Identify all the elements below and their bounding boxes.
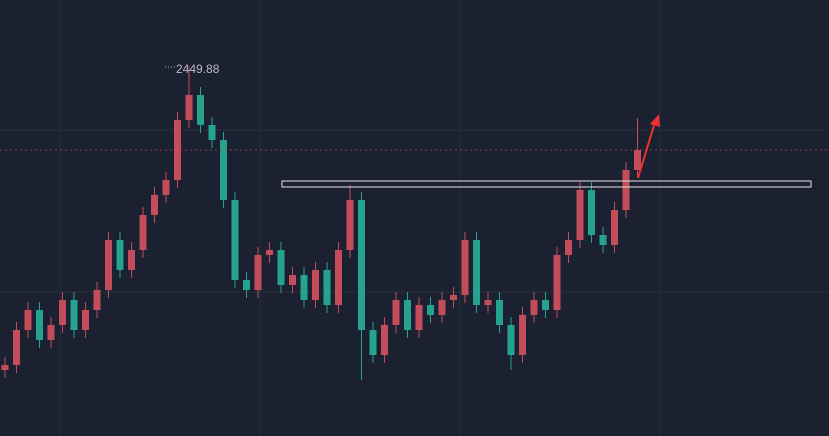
candle-body <box>116 240 124 270</box>
candle-body <box>404 300 411 330</box>
candle-body <box>392 300 400 325</box>
candle-body <box>254 255 262 290</box>
candle-body <box>93 290 101 310</box>
candle-body <box>312 270 319 300</box>
candle-body <box>185 95 193 120</box>
candle-body <box>105 240 112 290</box>
candle-body <box>507 325 515 355</box>
candle-body <box>565 240 572 255</box>
candle-body <box>231 200 239 280</box>
candle-body <box>599 235 607 245</box>
candle-body <box>13 330 20 365</box>
candle-body <box>277 250 285 285</box>
candle-body <box>36 310 43 340</box>
candles <box>0 66 829 380</box>
candle-body <box>634 150 641 170</box>
candle-body <box>266 250 273 255</box>
candle-body <box>438 300 446 315</box>
candle-body <box>484 300 492 305</box>
candle-body <box>369 330 377 355</box>
candle-body <box>197 95 204 125</box>
candle-body <box>243 280 250 290</box>
candle-body <box>70 300 78 330</box>
candle-body <box>542 300 549 310</box>
arrow <box>637 114 660 179</box>
candle-body <box>47 325 55 340</box>
candle-body <box>553 255 561 310</box>
candle-body <box>323 270 331 305</box>
zone-box <box>281 180 812 188</box>
candle-body <box>24 310 32 330</box>
candle-body <box>576 190 584 240</box>
candle-body <box>208 125 216 140</box>
candle-body <box>139 215 147 250</box>
candle-body <box>450 295 457 300</box>
candle-body <box>519 315 526 355</box>
candle-body <box>151 195 158 215</box>
candle-body <box>162 180 170 195</box>
candle-body <box>1 365 9 370</box>
candle-body <box>588 190 595 235</box>
candle-body <box>300 275 308 300</box>
candle-body <box>358 200 365 330</box>
high-label: 2449.88 <box>176 62 220 76</box>
candle-body <box>496 300 503 325</box>
arrow-head <box>650 114 660 127</box>
candle-body <box>473 240 480 305</box>
candle-body <box>530 300 538 315</box>
candle-body <box>289 275 296 285</box>
candle-body <box>335 250 342 305</box>
candle-body <box>461 240 469 295</box>
candle-body <box>427 305 434 315</box>
candle-body <box>220 140 227 200</box>
candle-body <box>128 250 135 270</box>
candle-body <box>82 310 89 330</box>
candle-body <box>622 170 630 210</box>
candle-body <box>381 325 388 355</box>
candle-body <box>59 300 66 325</box>
candle-body <box>611 210 618 245</box>
candle-body <box>415 305 423 330</box>
arrow-line <box>637 121 656 179</box>
candle-body <box>174 120 181 180</box>
candle-body <box>346 200 354 250</box>
